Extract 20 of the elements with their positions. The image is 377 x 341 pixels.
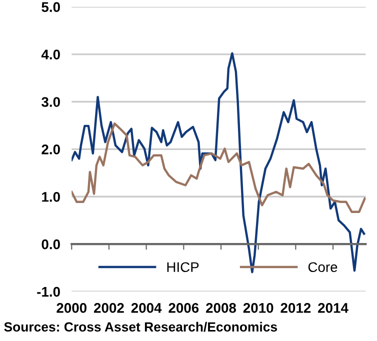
source-note: Sources: Cross Asset Research/Economics bbox=[4, 322, 277, 332]
y-tick-label: 5.0 bbox=[42, 2, 60, 12]
legend-label: Core bbox=[308, 262, 338, 272]
y-tick-label: -1.0 bbox=[37, 286, 60, 297]
legend-label: HICP bbox=[167, 262, 199, 272]
y-tick-label: 0.0 bbox=[42, 239, 60, 250]
x-tick-label: 2014 bbox=[318, 303, 348, 313]
x-tick-label: 2010 bbox=[243, 303, 274, 313]
line-series bbox=[72, 52, 366, 274]
y-tick-label: 1.0 bbox=[42, 192, 60, 202]
y-tick-label: 4.0 bbox=[41, 50, 60, 60]
x-tick-label: 2000 bbox=[56, 303, 87, 313]
y-tick-label: 2.0 bbox=[42, 144, 60, 154]
x-tick-label: 2006 bbox=[168, 303, 199, 313]
x-tick-label: 2008 bbox=[206, 303, 236, 313]
x-tick-label: 2012 bbox=[280, 303, 311, 313]
x-tick-label: 2004 bbox=[131, 303, 162, 313]
line-series bbox=[72, 122, 366, 213]
x-tick-label: 2002 bbox=[94, 303, 124, 313]
y-tick-label: 3.0 bbox=[42, 97, 60, 107]
